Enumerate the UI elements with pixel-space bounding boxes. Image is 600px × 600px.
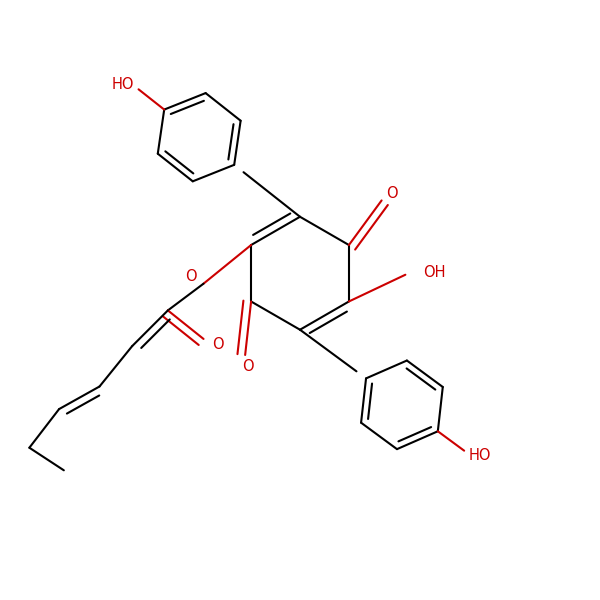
Text: O: O bbox=[242, 359, 254, 374]
Text: O: O bbox=[212, 337, 224, 352]
Text: HO: HO bbox=[469, 448, 491, 463]
Text: HO: HO bbox=[111, 77, 134, 92]
Text: OH: OH bbox=[423, 265, 446, 280]
Text: O: O bbox=[386, 186, 398, 201]
Text: O: O bbox=[185, 269, 196, 284]
